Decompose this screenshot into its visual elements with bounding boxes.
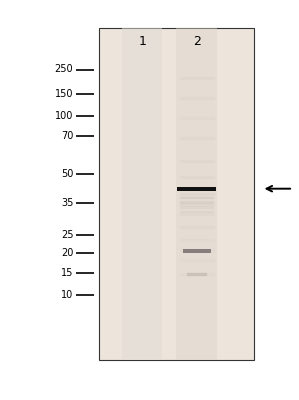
Bar: [180, 117, 213, 119]
Text: 50: 50: [61, 169, 73, 179]
Text: 1: 1: [138, 35, 146, 48]
Text: 10: 10: [61, 290, 73, 300]
Text: 2: 2: [193, 35, 201, 48]
Bar: [180, 136, 213, 138]
Bar: [180, 213, 213, 215]
Bar: [180, 160, 213, 162]
Bar: [180, 77, 213, 79]
Bar: [180, 240, 213, 242]
Bar: [180, 226, 213, 228]
Text: 150: 150: [55, 89, 73, 99]
Bar: [180, 206, 213, 208]
Bar: [180, 97, 213, 99]
Bar: [176, 28, 217, 360]
Bar: [183, 250, 210, 253]
Bar: [180, 260, 213, 261]
Text: 100: 100: [55, 111, 73, 121]
Bar: [187, 273, 206, 275]
Bar: [177, 186, 216, 191]
Text: 250: 250: [55, 64, 73, 74]
Bar: [122, 28, 162, 360]
Text: 25: 25: [61, 230, 73, 240]
Bar: [180, 197, 213, 198]
Bar: [180, 250, 213, 252]
Bar: [180, 273, 213, 275]
Bar: [99, 28, 254, 360]
Bar: [180, 203, 213, 205]
Text: 35: 35: [61, 198, 73, 208]
Bar: [180, 193, 213, 195]
Bar: [180, 176, 213, 178]
Text: 15: 15: [61, 268, 73, 278]
Bar: [180, 210, 213, 212]
Text: 20: 20: [61, 248, 73, 258]
Bar: [180, 201, 213, 203]
Text: 70: 70: [61, 131, 73, 141]
